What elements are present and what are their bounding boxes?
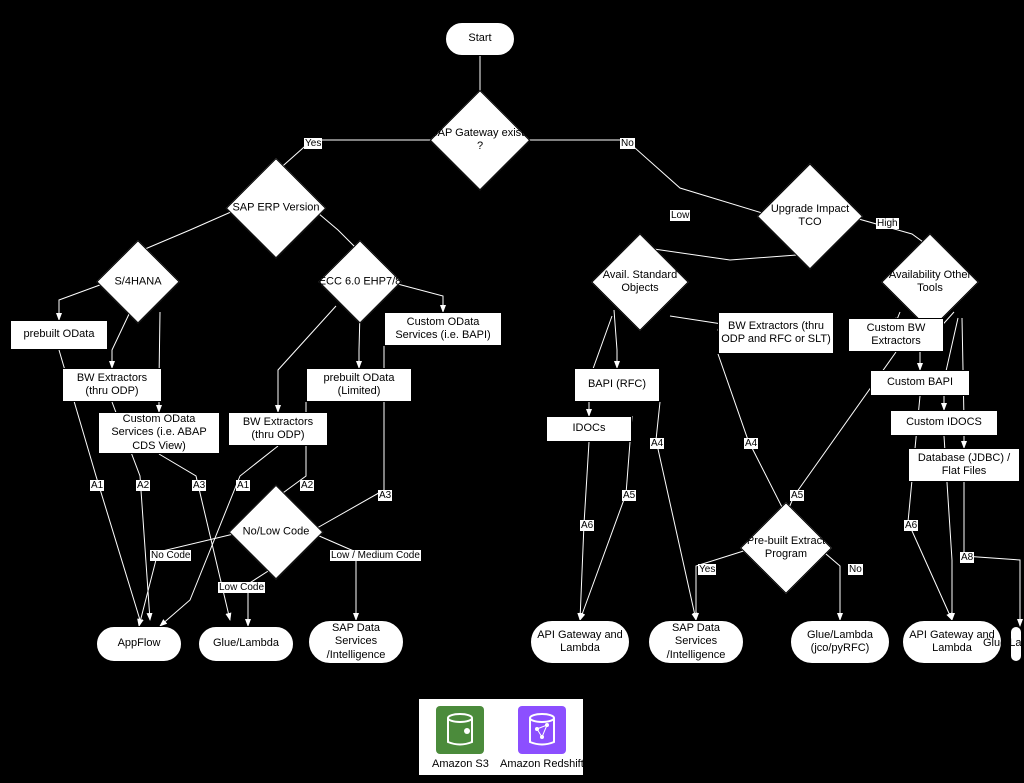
flow-edge [670,316,722,330]
flow-edge [580,416,632,620]
process-p_custom_odata_cds: Custom OData Services (i.e. ABAP CDS Vie… [98,412,220,454]
edge-label: Low Code [218,582,265,593]
edge-label: Yes [304,138,322,149]
flow-edge [516,140,772,216]
edge-label: A3 [378,490,392,501]
process-p_prebuilt_odata: prebuilt OData [10,320,108,350]
process-p_cust_idocs: Custom IDOCS [890,410,998,436]
terminator-t_apigw1: API Gateway and Lambda [530,620,630,664]
edge-label: Low / Medium Code [330,550,421,561]
process-p_bw_odp: BW Extractors (thru ODP) [62,368,162,402]
flow-edge [718,354,786,515]
redshift-icon [518,706,566,754]
process-p_idocs: IDOCs [546,416,632,442]
flow-edge [139,532,242,626]
process-p_cust_bapi: Custom BAPI [870,370,970,396]
flow-edge [159,454,230,620]
edge-label: A5 [790,490,804,501]
edge-label: Low [670,210,690,221]
edge-label: A1 [236,480,250,491]
terminator-t_glue1: Glue/Lambda [198,626,294,662]
flow-edge [310,532,356,620]
flow-edge [580,442,589,620]
terminator-t_sapds1: SAP Data Services /Intelligence [308,620,404,664]
s3-icon [436,706,484,754]
flow-edge [112,312,130,368]
edge-label: A2 [300,480,314,491]
edge-label: A4 [744,438,758,449]
edge-label: No [620,138,635,149]
terminator-t_glue_jco: Glue/Lambda (jco/pyRFC) [790,620,890,664]
aws-label: Amazon S3 [432,758,489,770]
edge-label: No [848,564,863,575]
process-p_bapi: BAPI (RFC) [574,368,660,402]
terminator-t_glue2: Glue/Lambda [1010,626,1022,662]
process-p_cust_bw: Custom BW Extractors [848,318,944,352]
process-p_custom_odata_bapi: Custom OData Services (i.e. BAPI) [384,312,502,346]
flow-edge [944,318,958,410]
edge-label: A1 [90,480,104,491]
edge-label: A6 [904,520,918,531]
process-p_bw_rfc: BW Extractors (thru ODP and RFC or SLT) [718,312,834,354]
process-p_prebuilt_odata_lim: prebuilt OData (Limited) [306,368,412,402]
terminator-t_appflow: AppFlow [96,626,182,662]
edge-label: A4 [650,438,664,449]
aws-service-redshift: Amazon Redshift [500,706,584,770]
edge-label: Yes [698,564,716,575]
edge-label: A6 [580,520,594,531]
terminator-t_sapds2: SAP Data Services /Intelligence [648,620,744,664]
flow-edge [614,310,617,368]
process-p_db: Database (JDBC) / Flat Files [908,448,1020,482]
flow-edge [276,140,444,172]
edge-label: A8 [960,552,974,563]
flow-edge [138,208,240,252]
edge-label: No Code [150,550,191,561]
process-p_bw_odp2: BW Extractors (thru ODP) [228,412,328,446]
edge-label: A2 [136,480,150,491]
edge-label: A3 [192,480,206,491]
edge-label: A5 [622,490,636,501]
flow-edge [656,402,696,620]
aws-service-s3: Amazon S3 [432,706,489,770]
terminator-start: Start [445,22,515,56]
aws-label: Amazon Redshift [500,758,584,770]
edge-label: High [876,218,899,229]
